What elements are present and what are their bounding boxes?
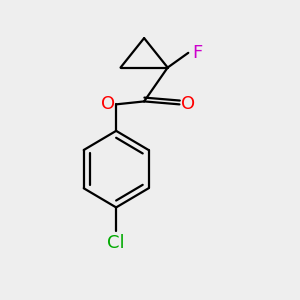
Text: O: O [100,95,115,113]
Text: Cl: Cl [107,234,125,252]
Text: O: O [181,95,195,113]
Text: F: F [193,44,203,62]
